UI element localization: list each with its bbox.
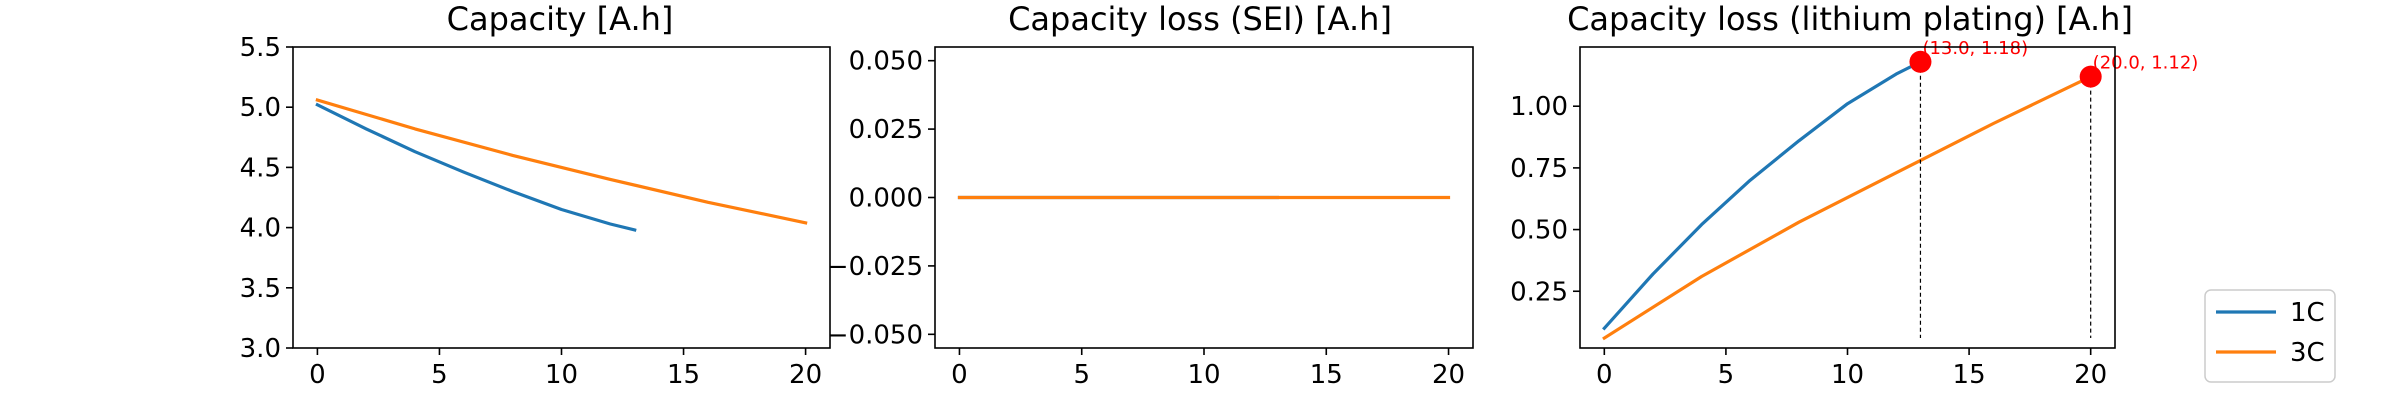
sei-loss-panel: Capacity loss (SEI) [A.h] 0 5 10 15 20 −0.050… [827,0,1474,390]
capacity-panel-title: Capacity [A.h] [447,0,674,38]
plating-loss-y-tick-label: 1.00 [1510,92,1568,122]
sei-loss-panel-title: Capacity loss (SEI) [A.h] [1008,0,1392,38]
sei-loss-y-tick-label: 0.000 [849,184,923,214]
plating-loss-x-tick-label: 10 [1831,360,1864,390]
capacity-plot-frame [292,46,831,349]
capacity-y-tick-label: 5.5 [240,33,281,63]
capacity-y-tick-label: 4.0 [240,214,281,244]
plating-loss-marker-2 [2079,65,2102,88]
sei-loss-y-tick-label: 0.025 [849,115,923,145]
capacity-x-tick-label: 0 [309,360,326,390]
capacity-x-tick-label: 5 [431,360,448,390]
plating-loss-x-tick-label: 15 [1953,360,1986,390]
sei-loss-x-tick-label: 0 [951,360,968,390]
plating-loss-annotation-label-2: (20.0, 1.12) [2093,53,2199,74]
plating-loss-y-tick-label: 0.50 [1510,216,1568,246]
capacity-x-tick-label: 20 [789,360,822,390]
legend: 1C 3C [2204,289,2336,383]
capacity-x-tick-label: 15 [667,360,700,390]
capacity-y-tick-label: 3.0 [240,334,281,364]
plating-loss-annotation-label-1: (13.0, 1.18) [1922,38,2028,59]
plating-loss-marker-1 [1909,50,1932,73]
sei-loss-x-tick-label: 20 [1432,360,1465,390]
plating-loss-series-3c [1602,74,2093,341]
legend-label-1c: 1C [2290,298,2325,328]
plating-loss-y-tick-label: 0.25 [1510,277,1568,307]
legend-label-3c: 3C [2290,338,2325,368]
capacity-y-tick-label: 4.5 [240,153,281,183]
capacity-panel: Capacity [A.h] 0 5 10 15 20 3.0 3.5 4.0 4.5 5.0 5.… [240,0,831,390]
sei-loss-x-tick-label: 5 [1073,360,1090,390]
plating-loss-series-1c [1602,59,1923,331]
sei-loss-y-tick-label: 0.050 [849,47,923,77]
sei-loss-y-tick-label: −0.050 [827,320,923,350]
plating-loss-panel: Capacity loss (lithium plating) [A.h] (1… [1510,0,2198,390]
sei-loss-y-tick-label: −0.025 [827,252,923,282]
plating-loss-panel-title: Capacity loss (lithium plating) [A.h] [1567,0,2133,38]
capacity-x-tick-label: 10 [545,360,578,390]
capacity-series-1c [315,102,637,232]
plating-loss-x-tick-label: 0 [1596,360,1613,390]
capacity-y-tick-label: 5.0 [240,93,281,123]
sei-loss-x-tick-label: 15 [1310,360,1343,390]
capacity-series-3c [315,98,808,225]
plating-loss-y-tick-label: 0.75 [1510,154,1568,184]
capacity-y-tick-label: 3.5 [240,274,281,304]
sei-loss-x-tick-label: 10 [1187,360,1220,390]
plating-loss-x-tick-label: 20 [2074,360,2107,390]
plating-loss-x-tick-label: 5 [1718,360,1735,390]
